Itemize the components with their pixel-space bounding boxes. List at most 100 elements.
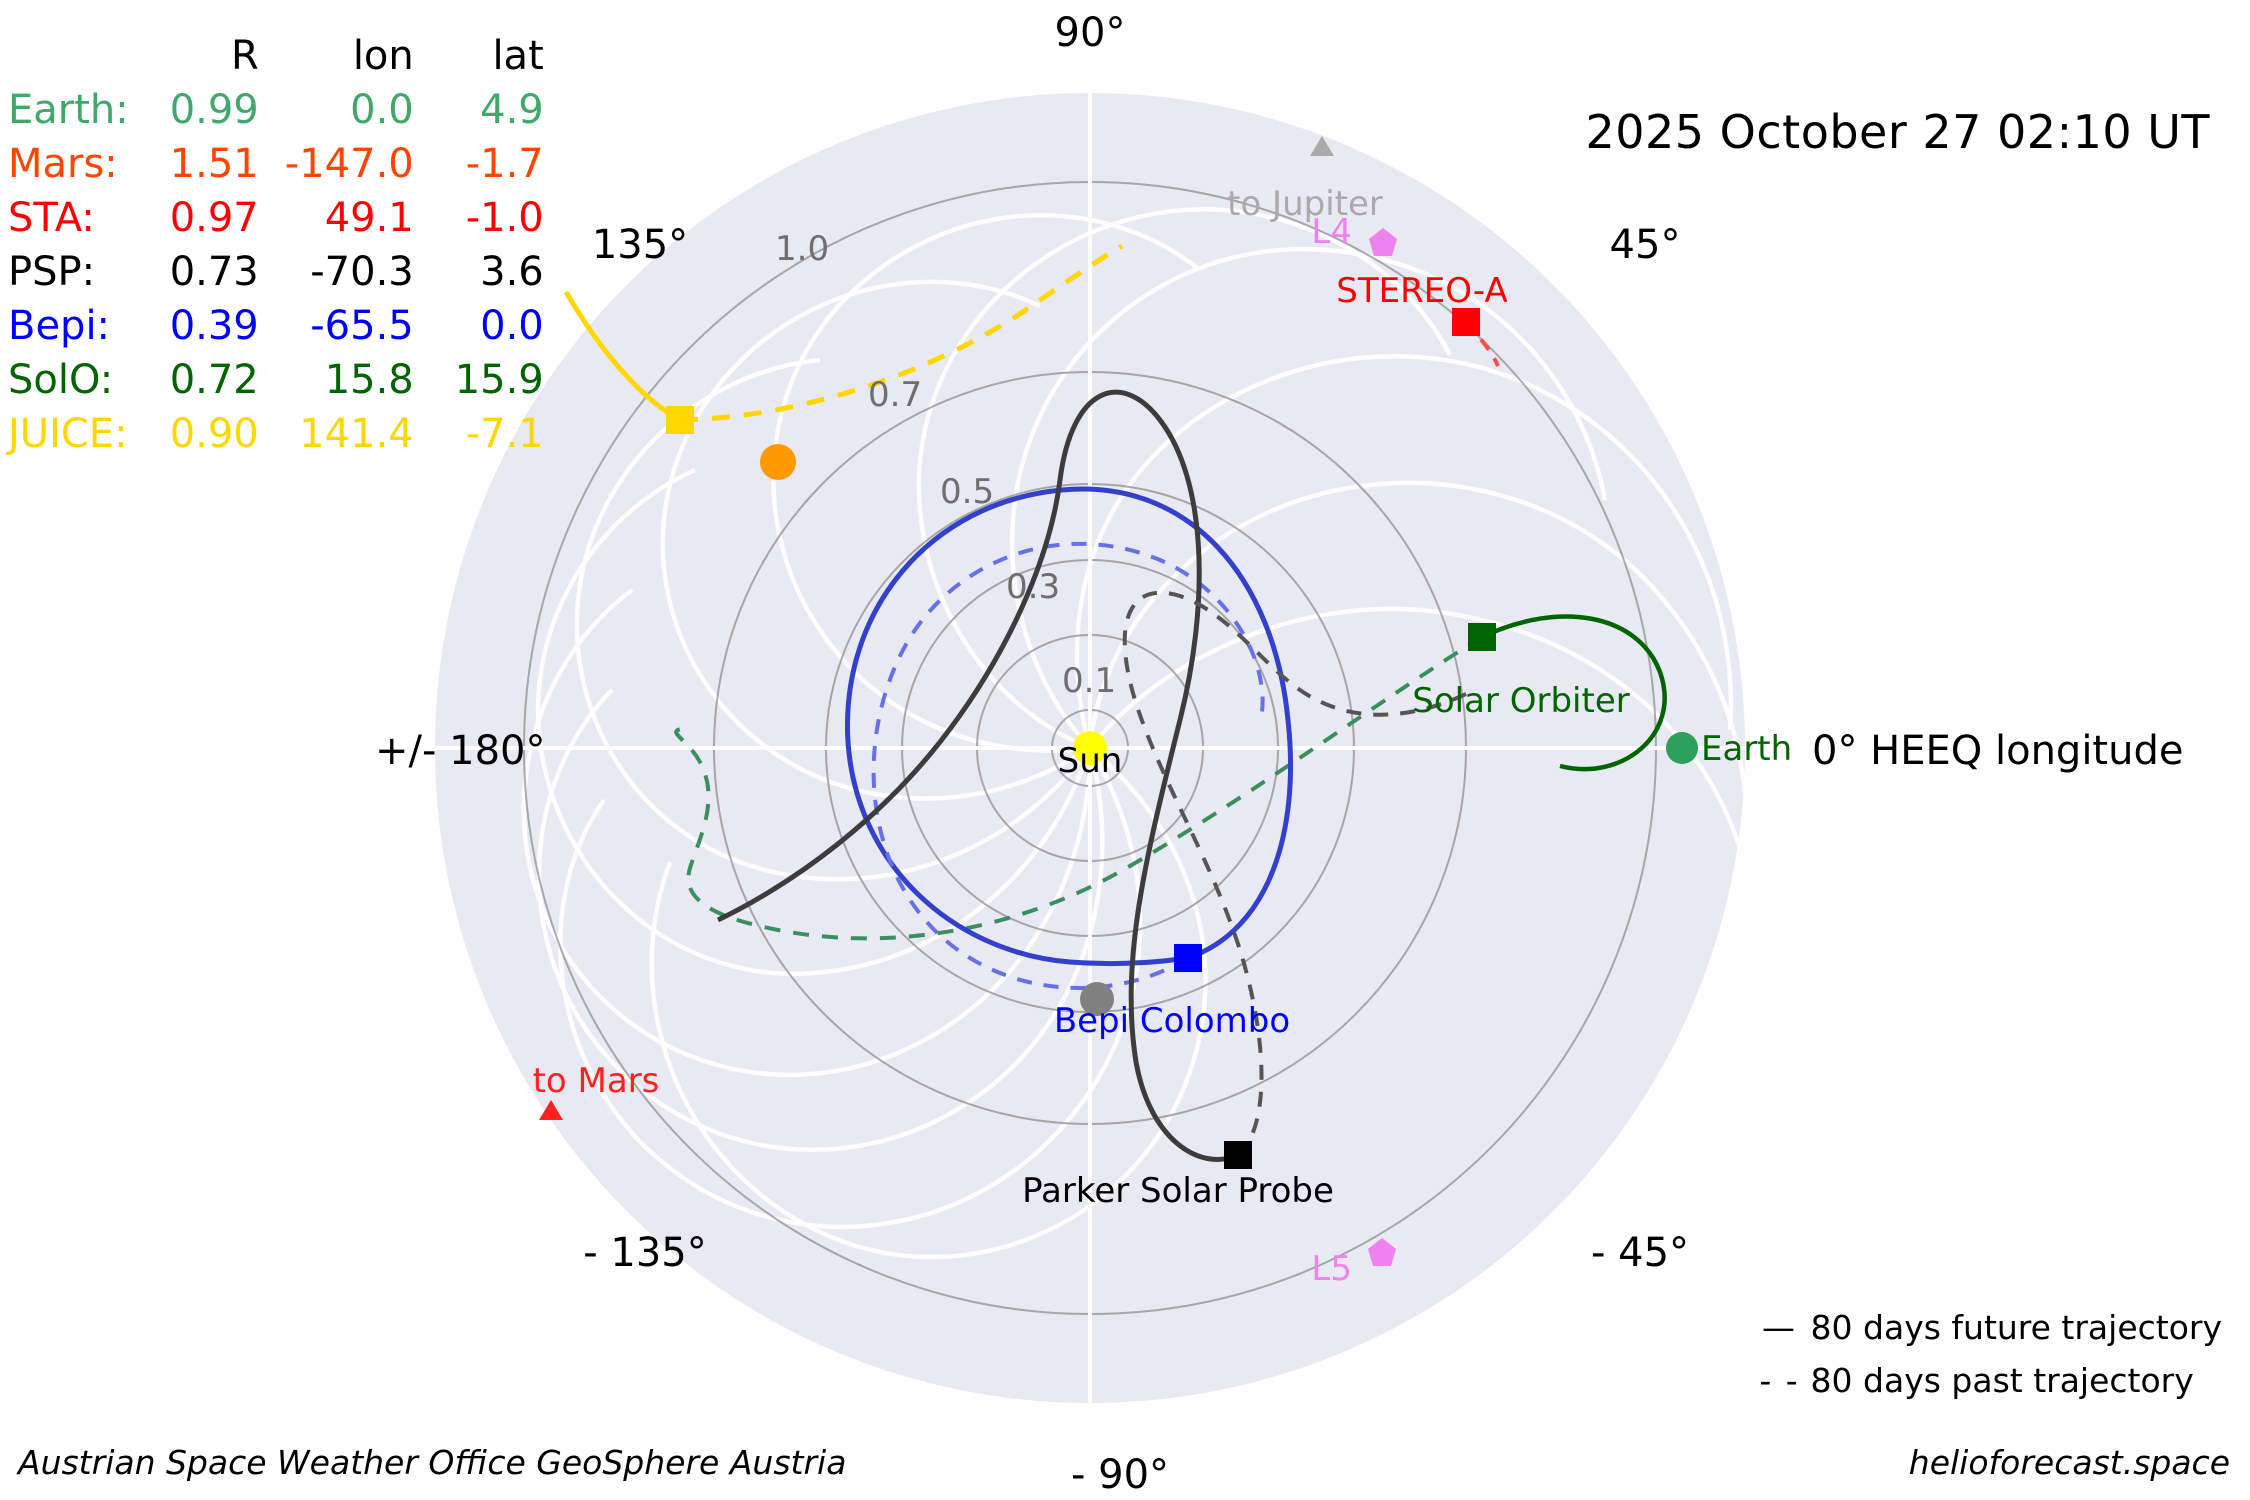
l5-marker[interactable] xyxy=(1368,1238,1396,1266)
row-r: 0.72 xyxy=(169,357,259,403)
axis-label-135: 135° xyxy=(591,222,689,268)
row-lon: 141.4 xyxy=(299,411,414,457)
table-row: STA: 0.97 49.1 -1.0 xyxy=(8,198,544,252)
header-name xyxy=(8,36,129,90)
row-lon: -65.5 xyxy=(310,303,414,349)
row-label: SolO: xyxy=(8,357,114,403)
row-lon: -147.0 xyxy=(284,141,414,187)
radial-tick-1-0: 1.0 xyxy=(775,229,829,269)
table-row: Mars: 1.51 -147.0 -1.7 xyxy=(8,144,544,198)
row-lat: 15.9 xyxy=(454,357,544,403)
l4-marker[interactable] xyxy=(1369,228,1397,256)
psp-label: Parker Solar Probe xyxy=(1022,1171,1334,1211)
l5-label: L5 xyxy=(1311,1249,1352,1289)
row-label: JUICE: xyxy=(8,411,128,457)
axis-label-90: 90° xyxy=(1054,10,1126,56)
solar-orbiter-label: Solar Orbiter xyxy=(1412,681,1629,721)
row-r: 0.73 xyxy=(169,249,259,295)
grid-group xyxy=(435,93,1745,1403)
earth-marker[interactable] xyxy=(1666,732,1698,764)
sun-marker[interactable] xyxy=(1073,731,1107,765)
sun-label: Sun xyxy=(1058,741,1123,781)
l4-label: L4 xyxy=(1311,212,1352,252)
row-r: 0.99 xyxy=(169,87,259,133)
solar-orbiter-future-trajectory xyxy=(1481,614,1667,772)
body-labels: to Jupiter L4 STEREO-A Solar Orbiter Ear… xyxy=(533,184,1793,1289)
row-lat: 0.0 xyxy=(480,303,544,349)
row-lat: -1.7 xyxy=(465,141,544,187)
header-lat: lat xyxy=(492,33,544,79)
header-lon: lon xyxy=(352,33,414,79)
mercury-marker[interactable] xyxy=(1080,982,1114,1016)
table-row: PSP: 0.73 -70.3 3.6 xyxy=(8,252,544,306)
psp-marker[interactable] xyxy=(1224,1141,1252,1169)
radial-tick-0-5: 0.5 xyxy=(940,472,994,512)
bepi-past-trajectory xyxy=(871,541,1265,990)
radial-tick-0-7: 0.7 xyxy=(868,375,922,415)
positions-table: R lon lat Earth: 0.99 0.0 4.9 Mars: 1.51 -147.… xyxy=(8,36,544,468)
bepi-colombo-marker[interactable] xyxy=(1174,944,1202,972)
row-lon: 15.8 xyxy=(324,357,414,403)
row-label: Mars: xyxy=(8,141,118,187)
row-r: 1.51 xyxy=(169,141,259,187)
solar-orbiter-marker[interactable] xyxy=(1468,623,1496,651)
row-label: Bepi: xyxy=(8,303,111,349)
to-mars-label: to Mars xyxy=(533,1061,660,1101)
axis-label-minus-45: - 45° xyxy=(1590,1230,1690,1276)
row-lat: 4.9 xyxy=(480,87,544,133)
row-label: STA: xyxy=(8,195,95,241)
row-lon: 49.1 xyxy=(324,195,414,241)
row-r: 0.90 xyxy=(169,411,259,457)
solid-line-icon: — xyxy=(1762,1308,1798,1347)
row-r: 0.97 xyxy=(169,195,259,241)
legend-future-label: 80 days future trajectory xyxy=(1810,1308,2222,1347)
row-lat: 3.6 xyxy=(480,249,544,295)
row-label: Earth: xyxy=(8,87,129,133)
stereo-a-label: STEREO-A xyxy=(1336,271,1507,311)
radial-tick-0-3: 0.3 xyxy=(1006,567,1060,607)
table-row: Earth: 0.99 0.0 4.9 xyxy=(8,90,544,144)
credit-right[interactable]: helioforecast.space xyxy=(1908,1443,2230,1482)
table-row: SolO: 0.72 15.8 15.9 xyxy=(8,360,544,414)
credit-left: Austrian Space Weather Office GeoSphere … xyxy=(18,1443,847,1482)
dashed-line-icon: - - xyxy=(1759,1361,1800,1400)
angular-spokes xyxy=(435,93,1745,1403)
legend-row-past: - - 80 days past trajectory xyxy=(1749,1361,2222,1400)
juice-future-trajectory xyxy=(563,290,682,423)
venus-marker[interactable] xyxy=(760,444,796,480)
to-jupiter-label: to Jupiter xyxy=(1227,184,1383,224)
trajectory-legend: — 80 days future trajectory - - 80 days … xyxy=(1749,1308,2222,1414)
row-lon: -70.3 xyxy=(310,249,414,295)
legend-row-future: — 80 days future trajectory xyxy=(1749,1308,2222,1347)
header-r: R xyxy=(230,33,259,79)
psp-past-trajectory xyxy=(1122,590,1471,1157)
row-lat: -7.1 xyxy=(465,411,544,457)
row-lon: 0.0 xyxy=(350,87,414,133)
radial-tick-0-1: 0.1 xyxy=(1062,661,1116,701)
to-mars-marker[interactable] xyxy=(539,1100,563,1120)
table-row: JUICE: 0.90 141.4 -7.1 xyxy=(8,414,544,468)
axis-label-minus-135: - 135° xyxy=(583,1230,707,1276)
to-jupiter-marker[interactable] xyxy=(1310,136,1334,156)
legend-past-label: 80 days past trajectory xyxy=(1810,1361,2194,1400)
bepi-colombo-label: Bepi Colombo xyxy=(1054,1001,1290,1041)
row-r: 0.39 xyxy=(169,303,259,349)
axis-label-0-heeq: 0° HEEQ longitude xyxy=(1812,728,2184,774)
row-lat: -1.0 xyxy=(465,195,544,241)
radial-tick-labels: 1.0 0.7 0.5 0.3 0.1 xyxy=(775,229,1116,701)
stereo-a-marker[interactable] xyxy=(1452,308,1480,336)
axis-label-45: 45° xyxy=(1609,222,1681,268)
bepi-future-trajectory xyxy=(845,486,1293,967)
table-header-row: R lon lat xyxy=(8,36,544,90)
page-title: 2025 October 27 02:10 UT xyxy=(1585,105,2210,159)
body-markers xyxy=(539,136,1698,1266)
juice-marker[interactable] xyxy=(666,406,694,434)
table-row: Bepi: 0.39 -65.5 0.0 xyxy=(8,306,544,360)
psp-future-trajectory xyxy=(716,389,1240,1162)
axis-label-minus-90: - 90° xyxy=(1070,1452,1170,1498)
row-label: PSP: xyxy=(8,249,96,295)
earth-label: Earth xyxy=(1701,729,1792,769)
juice-past-trajectory xyxy=(679,243,1124,423)
